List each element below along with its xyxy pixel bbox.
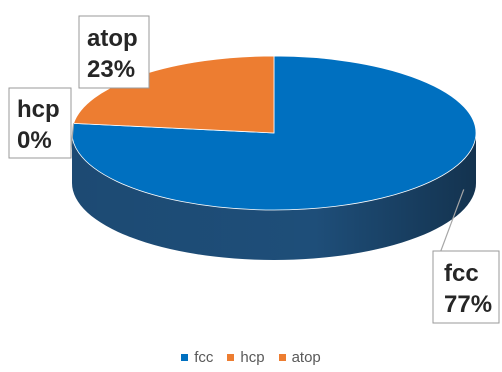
legend-label-fcc: fcc [194,349,214,366]
svg-text:0%: 0% [17,127,52,154]
data-label-hcp: hcp 0% [8,87,72,159]
data-label-fcc: fcc 77% [432,250,500,324]
legend-item-hcp: hcp [227,349,265,366]
legend-swatch-fcc [181,354,189,361]
svg-text:atop: atop [87,25,138,52]
legend-item-fcc: fcc [181,349,213,366]
svg-text:hcp: hcp [17,96,60,123]
svg-text:77%: 77% [444,291,492,318]
pie-sides [72,133,476,260]
legend-swatch-atop [278,354,286,361]
pie-side-shade [72,133,476,260]
legend-label-hcp: hcp [240,349,265,366]
svg-text:fcc: fcc [444,260,479,287]
legend: fcc hcp atop [0,349,502,366]
data-label-atop: atop 23% [78,15,150,89]
legend-item-atop: atop [278,349,321,366]
legend-swatch-hcp [227,354,235,361]
pie-slices [71,55,477,211]
legend-label-atop: atop [291,349,321,366]
svg-text:23%: 23% [87,56,135,83]
